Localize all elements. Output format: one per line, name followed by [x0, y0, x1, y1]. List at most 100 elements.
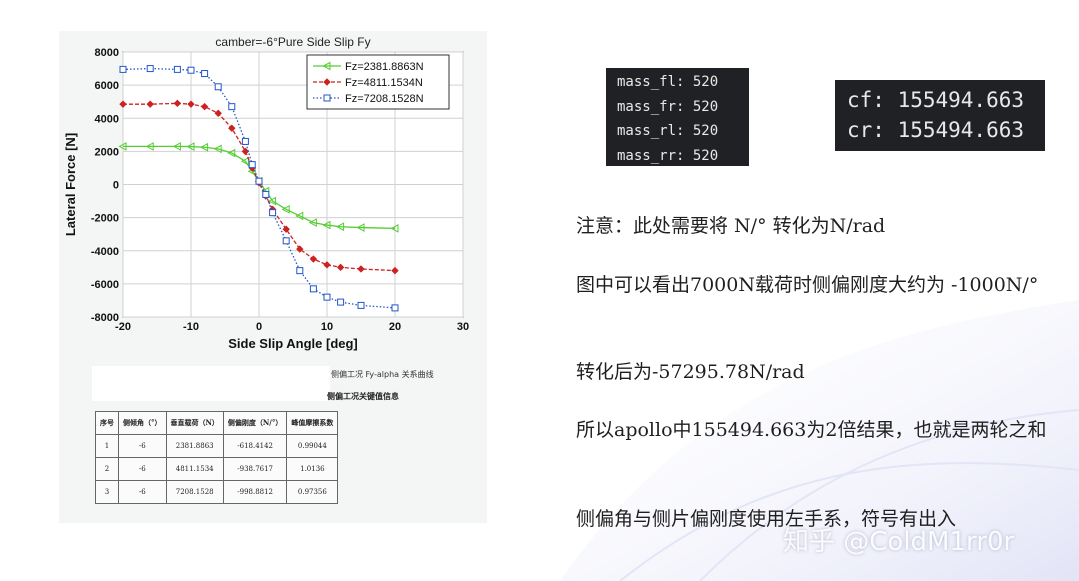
curve-caption: 侧偏工况 Fy-alpha 关系曲线 — [331, 370, 434, 379]
table-cell: -998.8812 — [222, 480, 288, 504]
y-tick-label: -2000 — [91, 213, 119, 225]
table-cell: -938.7617 — [222, 457, 288, 481]
code-line: cf: 155494.663 — [847, 88, 1025, 112]
data-point — [119, 100, 127, 108]
table-header-row: 序号 侧倾角（°） 垂直载荷（N） 侧偏刚度（N/°） 峰值摩擦系数 — [95, 411, 339, 435]
data-point — [282, 237, 290, 245]
data-point — [269, 209, 277, 217]
data-point — [309, 285, 317, 293]
note-converted-value: 转化后为-57295.78N/rad — [576, 361, 805, 383]
table-row: 1 -6 2381.8863 -618.4142 0.99044 — [95, 434, 339, 458]
note-stiffness-estimate: 图中可以看出7000N载荷时侧偏刚度大约为 -1000N/° — [576, 274, 1039, 296]
y-axis-label: Lateral Force [N] — [63, 133, 78, 236]
redacted-block — [92, 366, 330, 401]
data-point — [248, 161, 256, 169]
data-point — [227, 148, 236, 158]
table-header: 峰值摩擦系数 — [286, 411, 339, 435]
x-axis-label: Side Slip Angle [deg] — [228, 336, 358, 351]
code-line: mass_fl: 520 — [617, 74, 719, 90]
table-cell: 4811.1534 — [165, 457, 224, 481]
y-tick-label: -4000 — [91, 246, 119, 258]
table-header: 垂直载荷（N） — [165, 411, 224, 435]
table-cell: 1.0136 — [286, 457, 339, 481]
data-point — [214, 109, 222, 117]
data-point — [118, 142, 127, 151]
data-point — [323, 293, 331, 301]
data-point — [214, 83, 222, 91]
data-point — [201, 70, 209, 78]
table-cell: -6 — [118, 480, 167, 504]
x-tick-label: 10 — [321, 321, 333, 333]
data-point — [356, 223, 365, 232]
stiffness-code-block: cf: 155494.663 cr: 155494.663 — [835, 80, 1045, 151]
data-point — [296, 245, 304, 253]
x-tick-label: -20 — [115, 321, 131, 333]
lateral-force-chart: -20 -10 0 10 20 30 8000 6000 4000 2000 0 -2000 -4000… — [63, 35, 469, 351]
code-line: mass_rl: 520 — [617, 123, 719, 139]
table-cell: -6 — [118, 457, 167, 481]
data-point — [173, 65, 181, 73]
data-point — [308, 218, 317, 227]
zhihu-watermark: 知乎 @ColdM1rr0r — [783, 527, 1015, 557]
table-header: 侧倾角（°） — [118, 411, 167, 435]
data-point — [186, 142, 195, 151]
data-point — [322, 220, 331, 230]
x-tick-label: 0 — [256, 321, 262, 333]
table-cell: 0.99044 — [286, 434, 339, 458]
data-point — [357, 301, 365, 309]
data-point — [390, 224, 399, 233]
x-tick-label: -10 — [183, 321, 199, 333]
x-tick-label: 20 — [389, 321, 401, 333]
code-line: mass_rr: 520 — [617, 147, 719, 164]
data-point — [146, 65, 154, 73]
data-point — [336, 222, 345, 232]
data-point — [146, 100, 154, 108]
data-point — [357, 265, 365, 273]
table-row: 3 -6 7208.1528 -998.8812 0.97356 — [95, 480, 339, 504]
table-cell: 1 — [95, 434, 119, 458]
table-cell: -6 — [118, 434, 167, 458]
y-tick-label: 4000 — [95, 113, 119, 125]
note-sign-convention: 侧偏角与侧片偏刚度使用左手系，符号有出入 — [576, 508, 957, 530]
table-row: 2 -6 4811.1534 -938.7617 1.0136 — [95, 457, 339, 481]
data-point — [172, 142, 181, 151]
note-apollo-explanation: 所以apollo中155494.663为2倍结果，也就是两轮之和 — [576, 419, 1047, 441]
y-tick-label: 2000 — [95, 146, 119, 158]
data-point — [281, 205, 290, 214]
data-point — [187, 100, 195, 108]
code-line: cr: 155494.663 — [847, 118, 1025, 142]
key-values-table: 序号 侧倾角（°） 垂直载荷（N） 侧偏刚度（N/°） 峰值摩擦系数 1 -6 … — [95, 411, 339, 504]
y-tick-label: -6000 — [91, 279, 119, 291]
y-tick-label: 0 — [113, 180, 119, 192]
table-header: 侧偏刚度（N/°） — [222, 411, 288, 435]
x-tick-label: 30 — [457, 321, 469, 333]
table-caption: 侧偏工况关键值信息 — [327, 392, 399, 401]
table-cell: -618.4142 — [222, 434, 288, 458]
data-point — [296, 267, 304, 275]
table-cell: 0.97356 — [286, 480, 339, 504]
data-point — [173, 99, 182, 108]
data-point — [322, 61, 331, 71]
data-point — [323, 94, 331, 102]
legend-label: Fz=4811.1534N — [345, 77, 423, 89]
note-unit-conversion: 注意：此处需要将 N/° 转化为N/rad — [576, 215, 886, 237]
code-line: mass_fr: 520 — [617, 98, 719, 115]
data-point — [200, 142, 209, 152]
data-point — [336, 263, 345, 272]
data-point — [268, 196, 277, 206]
y-tick-label: 6000 — [95, 80, 119, 92]
y-tick-label: -8000 — [91, 312, 119, 324]
data-point — [391, 266, 399, 275]
data-point — [145, 142, 154, 151]
legend-label: Fz=7208.1528N — [345, 93, 424, 105]
data-point — [337, 298, 345, 306]
chart-title: camber=-6°Pure Side Slip Fy — [215, 35, 370, 49]
table-header: 序号 — [95, 411, 119, 435]
data-point — [323, 78, 331, 86]
data-point — [391, 304, 399, 312]
tire-test-photo: -20 -10 0 10 20 30 8000 6000 4000 2000 0 -2000 -4000… — [59, 31, 487, 523]
data-point — [295, 211, 304, 221]
data-point — [240, 156, 249, 166]
table-cell: 7208.1528 — [165, 480, 224, 504]
